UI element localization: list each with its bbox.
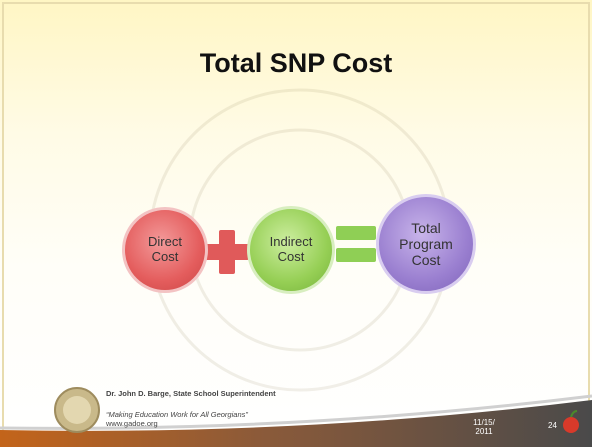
page-number: 24 [548,421,557,430]
indirect-cost-circle: Indirect Cost [247,206,335,294]
footer-url: www.gadoe.org [106,419,158,428]
label: Total Program Cost [399,219,453,269]
label: Indirect Cost [269,234,313,264]
direct-cost-circle: Direct Cost [122,207,208,293]
footer-name: Dr. John D. Barge, State School Superint… [106,389,276,398]
label: Direct Cost [148,234,182,264]
title: Total SNP Cost [199,48,393,78]
footer-date: 11/15/ 2011 [473,418,495,437]
total-cost-circle: Total Program Cost [376,194,476,294]
footer-motto: “Making Education Work for All Georgians… [106,410,248,419]
